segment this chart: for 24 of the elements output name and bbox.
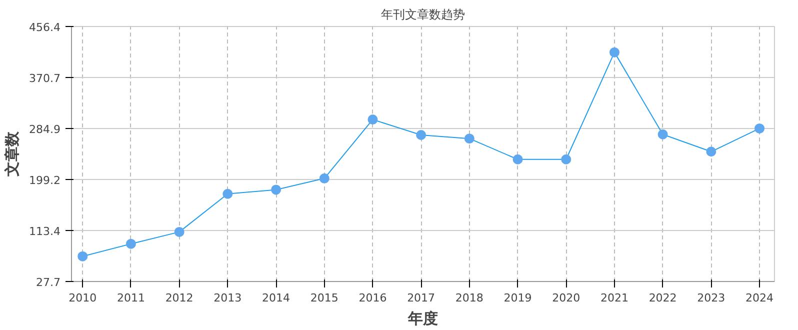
x-tick-label: 2017 <box>407 292 436 304</box>
chart-title: 年刊文章数趋势 <box>381 8 465 22</box>
x-tick-label: 2022 <box>648 292 677 304</box>
x-tick-label: 2010 <box>68 292 97 304</box>
x-tick-label: 2012 <box>165 292 194 304</box>
x-axis-title: 年度 <box>407 310 438 328</box>
x-tick-label: 2024 <box>746 292 774 304</box>
y-tick-label: 456.4 <box>29 21 61 34</box>
y-tick-label: 113.4 <box>29 225 61 238</box>
y-tick-label: 27.7 <box>36 276 61 289</box>
x-tick-label: 2020 <box>552 292 580 304</box>
y-tick-label: 284.9 <box>29 123 61 136</box>
x-tick-label: 2013 <box>214 292 242 304</box>
x-tick-label: 2019 <box>504 292 532 304</box>
x-tick-label: 2015 <box>310 292 338 304</box>
y-axis-title: 文章数 <box>3 130 22 178</box>
y-tick-label: 199.2 <box>29 174 61 187</box>
x-tick-label: 2014 <box>262 292 290 304</box>
x-tick-label: 2023 <box>697 292 726 304</box>
y-tick-label: 370.7 <box>29 72 61 85</box>
x-tick-label: 2011 <box>116 292 145 304</box>
x-tick-label: 2016 <box>358 292 387 304</box>
x-tick-label: 2018 <box>455 292 484 304</box>
x-tick-label: 2021 <box>600 292 628 304</box>
